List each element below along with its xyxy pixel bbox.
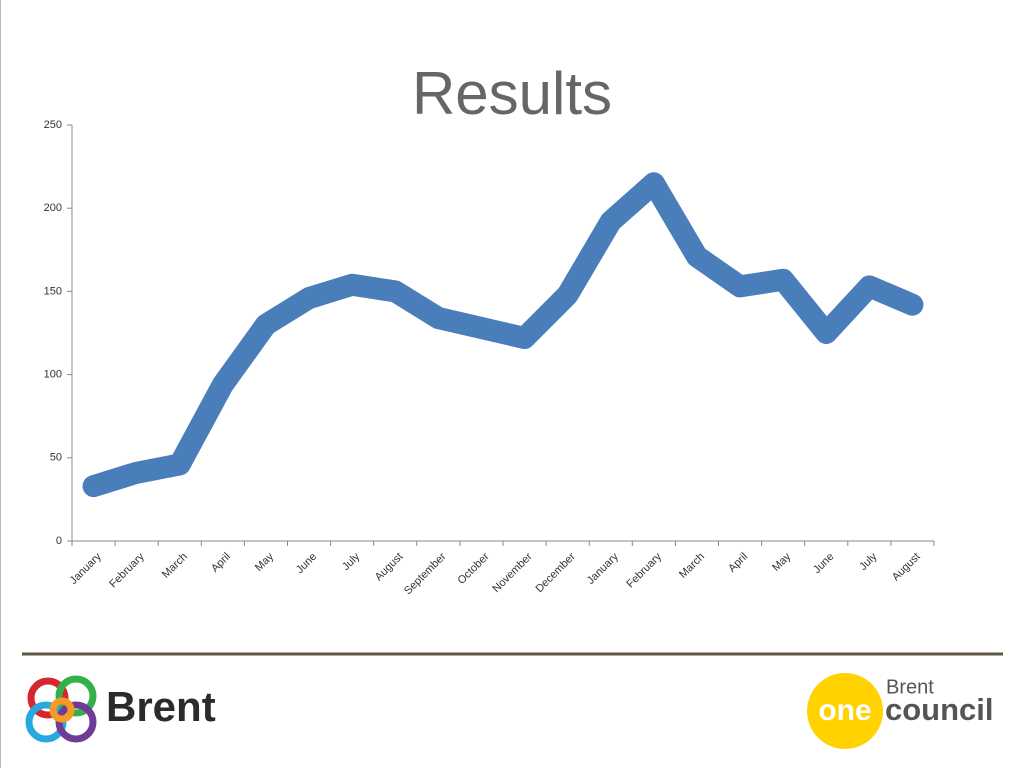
series-line xyxy=(82,172,924,498)
logo-council: council xyxy=(885,692,994,727)
x-tick-label: August xyxy=(373,551,406,584)
y-tick-label: 150 xyxy=(44,285,62,297)
y-tick-label: 200 xyxy=(44,202,62,214)
logo-one: one xyxy=(818,694,871,727)
brent-logo-icon xyxy=(25,675,97,743)
x-tick-label: November xyxy=(490,550,535,595)
x-tick-label: February xyxy=(624,550,664,590)
x-tick-label: March xyxy=(677,551,707,581)
x-tick-label: September xyxy=(402,550,449,597)
y-tick-label: 100 xyxy=(44,369,62,381)
x-tick-label: July xyxy=(340,550,363,573)
x-tick-label: January xyxy=(68,550,105,587)
x-tick-label: October xyxy=(455,550,491,586)
x-tick-label: June xyxy=(811,551,836,576)
x-tick-label: March xyxy=(160,551,190,581)
x-tick-label: August xyxy=(890,551,923,584)
x-tick-label: May xyxy=(770,550,794,574)
x-tick-label: April xyxy=(209,551,233,575)
y-tick-label: 50 xyxy=(50,452,62,464)
y-tick-label: 0 xyxy=(56,535,62,547)
x-tick-label: December xyxy=(533,550,578,595)
x-tick-label: May xyxy=(253,550,277,574)
x-tick-label: February xyxy=(107,550,147,590)
logo-brent: Brent xyxy=(886,676,934,698)
left-logo-text: Brent xyxy=(106,683,216,730)
one-council-circle xyxy=(807,673,883,749)
x-tick-label: July xyxy=(857,550,880,573)
x-tick-label: April xyxy=(726,551,750,575)
y-tick-label: 250 xyxy=(44,119,62,131)
x-tick-label: January xyxy=(585,550,622,587)
x-tick-label: June xyxy=(294,551,319,576)
slide-title: Results xyxy=(412,60,612,127)
